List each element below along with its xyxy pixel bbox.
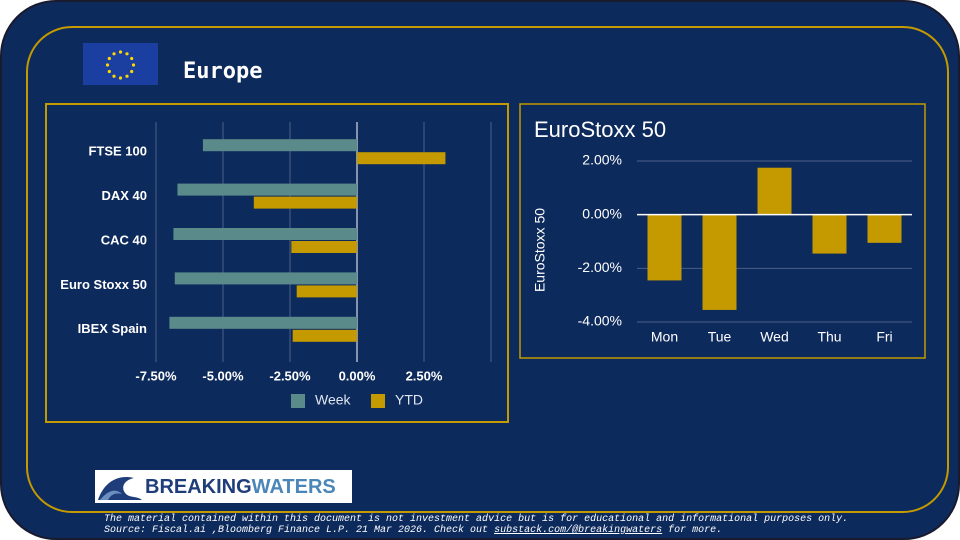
bar (291, 241, 357, 253)
x-tick-label: Fri (876, 329, 892, 345)
y-tick-label: DAX 40 (101, 188, 147, 203)
y-tick-label: 0.00% (582, 205, 622, 221)
legend-swatch (291, 394, 305, 408)
bar (867, 214, 902, 243)
bar (812, 214, 847, 254)
eu-flag (83, 43, 158, 85)
bar (647, 214, 682, 281)
x-tick-label: 0.00% (339, 368, 376, 383)
y-tick-label: IBEX Spain (78, 321, 147, 336)
bar (169, 316, 357, 329)
bar (177, 183, 357, 196)
x-tick-label: -2.50% (269, 368, 311, 383)
y-tick-label: CAC 40 (101, 232, 147, 247)
bar (173, 228, 357, 240)
bar (202, 139, 357, 152)
legend-label: Week (315, 392, 352, 408)
legend-swatch (371, 394, 385, 408)
disclaimer: The material contained within this docum… (104, 514, 849, 536)
y-tick-label: -4.00% (578, 313, 622, 329)
disclaimer-text: for more. (668, 525, 723, 536)
y-tick-label: -2.00% (578, 259, 622, 275)
x-tick-label: Mon (651, 329, 678, 345)
bar (174, 272, 357, 285)
bar (757, 167, 792, 215)
y-tick-label: 2.00% (582, 152, 622, 168)
x-tick-label: Thu (817, 329, 841, 345)
bar (702, 214, 737, 310)
y-axis-title: EuroStoxx 50 (532, 208, 548, 292)
section-title: Europe (183, 59, 262, 84)
x-tick-label: Tue (708, 329, 732, 345)
logo: BREAKINGWATERS (95, 470, 352, 503)
x-tick-label: Wed (760, 329, 789, 345)
logo-text: BREAKINGWATERS (145, 476, 336, 498)
y-tick-label: Euro Stoxx 50 (60, 277, 147, 292)
disclaimer-text: The material contained within this docum… (104, 514, 849, 536)
chart-frame (519, 103, 926, 359)
bar (292, 329, 357, 342)
bar (296, 285, 357, 298)
x-tick-label: -7.50% (135, 368, 177, 383)
bar (357, 152, 446, 165)
bar (253, 196, 357, 209)
legend-label: YTD (395, 392, 423, 408)
gold-frame (26, 26, 949, 513)
x-tick-label: -5.00% (202, 368, 244, 383)
chart-title: EuroStoxx 50 (534, 117, 666, 142)
chart-frame (45, 103, 509, 423)
substack-link[interactable]: substack.com/@breakingwaters (494, 525, 663, 536)
x-tick-label: 2.50% (406, 368, 443, 383)
y-tick-label: FTSE 100 (88, 144, 147, 159)
